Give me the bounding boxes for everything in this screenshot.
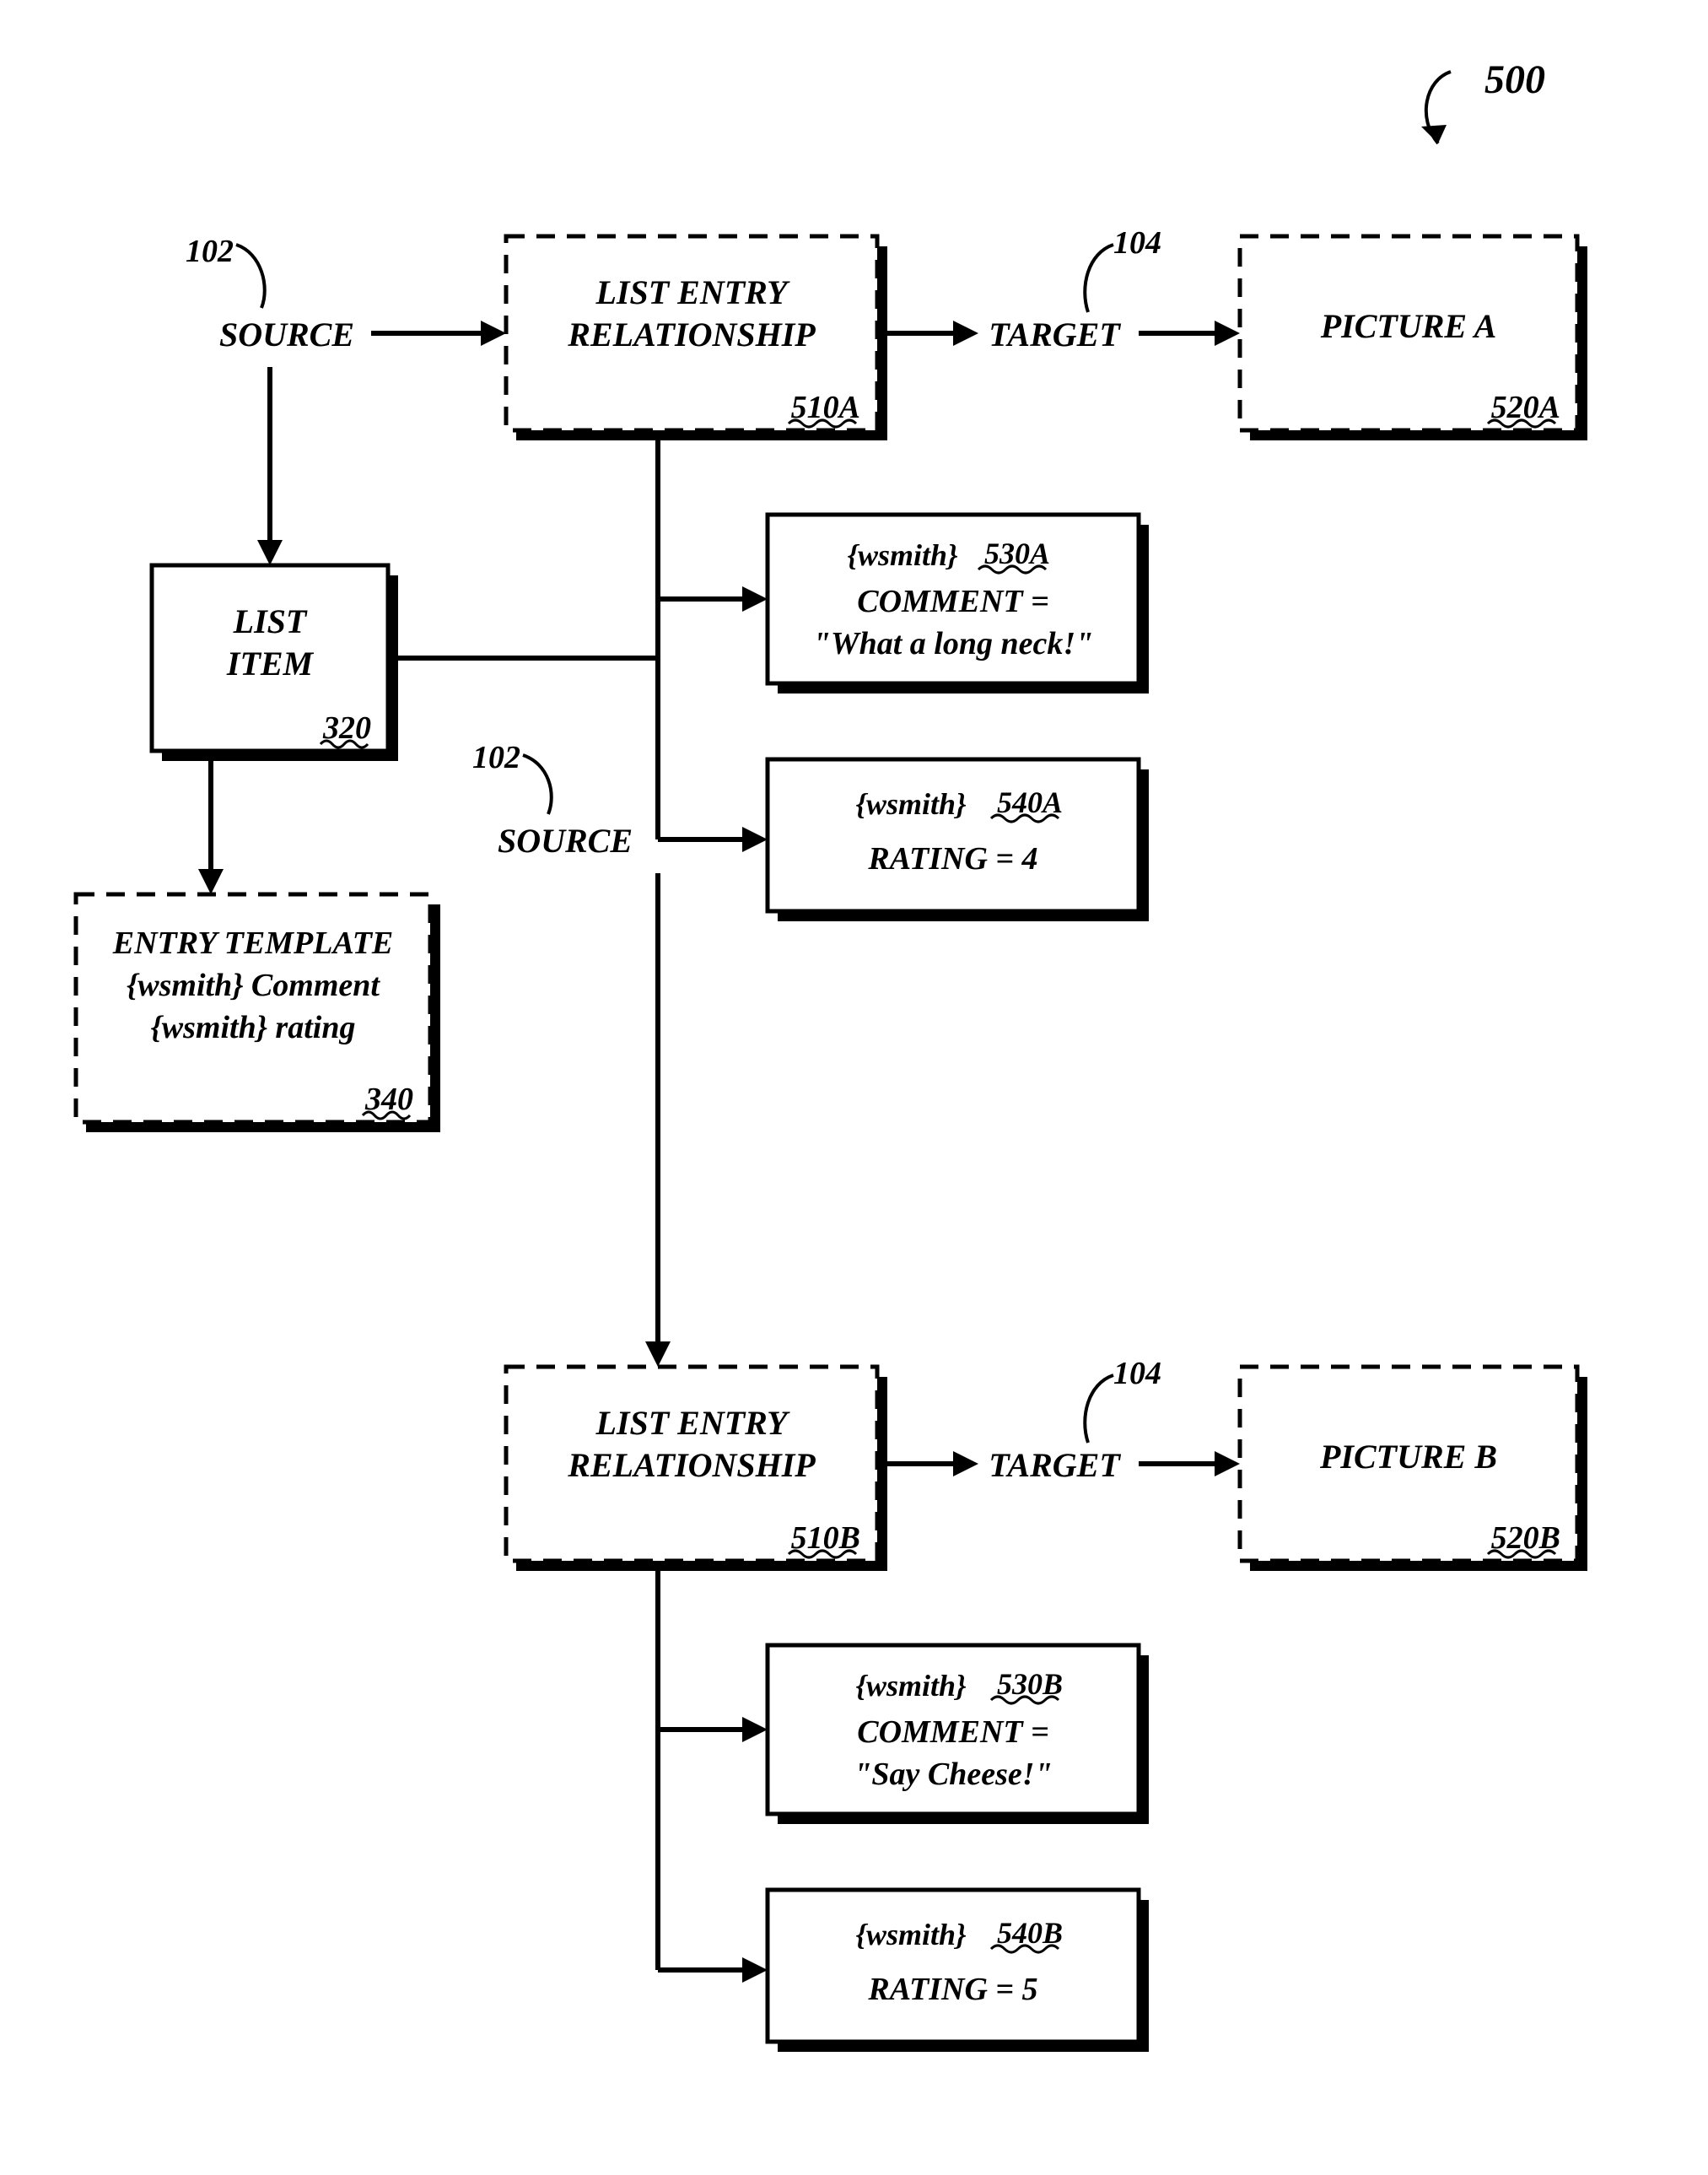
node-entry-template: ENTRY TEMPLATE {wsmith} Comment {wsmith}… — [76, 894, 440, 1132]
svg-text:102: 102 — [186, 234, 234, 269]
node-comment-b: {wsmith} 530B COMMENT = "Say Cheese!" — [768, 1645, 1149, 1824]
svg-text:ITEM: ITEM — [226, 645, 315, 683]
svg-text:102: 102 — [472, 740, 520, 775]
node-rating-b: {wsmith} 540B RATING = 5 — [768, 1890, 1149, 2052]
node-list-item: LIST ITEM 320 — [152, 565, 398, 761]
node-picture-a: PICTURE A 520A — [1240, 236, 1587, 440]
svg-text:RATING = 4: RATING = 4 — [867, 841, 1037, 877]
label-target-top: TARGET 104 — [989, 225, 1161, 354]
svg-text:RELATIONSHIP: RELATIONSHIP — [567, 1446, 816, 1484]
arrow-listitem-to-template — [198, 751, 224, 894]
svg-text:500: 500 — [1484, 57, 1545, 102]
svg-text:LIST ENTRY: LIST ENTRY — [595, 273, 790, 311]
arrow-source-to-lea — [371, 321, 506, 346]
label-source-mid: SOURCE 102 — [472, 740, 633, 860]
arrow-to-comment-a — [658, 586, 768, 612]
svg-text:LIST: LIST — [233, 602, 308, 640]
arrow-leb-to-target — [877, 1451, 978, 1476]
svg-text:RATING = 5: RATING = 5 — [867, 1972, 1037, 2007]
svg-text:PICTURE B: PICTURE B — [1319, 1438, 1497, 1476]
svg-text:{wsmith}: {wsmith} — [855, 787, 967, 821]
node-picture-b: PICTURE B 520B — [1240, 1367, 1587, 1571]
node-rating-a: {wsmith} 540A RATING = 4 — [768, 759, 1149, 921]
svg-text:{wsmith}: {wsmith} — [855, 1669, 967, 1703]
svg-text:ENTRY TEMPLATE: ENTRY TEMPLATE — [112, 926, 394, 961]
svg-text:{wsmith}: {wsmith} — [855, 1918, 967, 1951]
node-list-entry-b: LIST ENTRY RELATIONSHIP 510B — [506, 1367, 887, 1571]
svg-text:RELATIONSHIP: RELATIONSHIP — [567, 316, 816, 354]
svg-text:{wsmith}: {wsmith} — [847, 538, 958, 572]
svg-text:COMMENT =: COMMENT = — [857, 1714, 1049, 1750]
node-list-entry-a: LIST ENTRY RELATIONSHIP 510A — [506, 236, 887, 440]
svg-text:{wsmith} rating: {wsmith} rating — [151, 1010, 356, 1045]
arrow-target-to-picb — [1139, 1451, 1240, 1476]
node-comment-a: {wsmith} 530A COMMENT = "What a long nec… — [768, 515, 1149, 694]
svg-text:"What a long neck!": "What a long neck!" — [813, 626, 1094, 661]
svg-text:104: 104 — [1113, 1356, 1161, 1391]
svg-text:TARGET: TARGET — [989, 1446, 1121, 1484]
arrow-lea-to-target — [877, 321, 978, 346]
svg-text:{wsmith} Comment: {wsmith} Comment — [127, 968, 380, 1003]
svg-text:SOURCE: SOURCE — [219, 316, 354, 354]
svg-text:COMMENT =: COMMENT = — [857, 584, 1049, 619]
arrow-source-to-listitem — [257, 367, 283, 565]
svg-text:"Say Cheese!": "Say Cheese!" — [854, 1757, 1052, 1792]
arrow-to-rating-a — [658, 827, 768, 852]
arrow-to-rating-b — [658, 1957, 768, 1983]
svg-text:PICTURE A: PICTURE A — [1320, 307, 1497, 345]
figure-ref: 500 — [1421, 57, 1545, 143]
label-source-top: SOURCE 102 — [186, 234, 354, 354]
arrow-to-comment-b — [658, 1717, 768, 1742]
label-target-bot: TARGET 104 — [989, 1356, 1161, 1484]
trunk-mid-continue — [645, 873, 671, 1367]
svg-text:LIST ENTRY: LIST ENTRY — [595, 1404, 790, 1442]
svg-text:SOURCE: SOURCE — [498, 822, 633, 860]
svg-text:TARGET: TARGET — [989, 316, 1121, 354]
arrow-target-to-pica — [1139, 321, 1240, 346]
svg-text:104: 104 — [1113, 225, 1161, 261]
